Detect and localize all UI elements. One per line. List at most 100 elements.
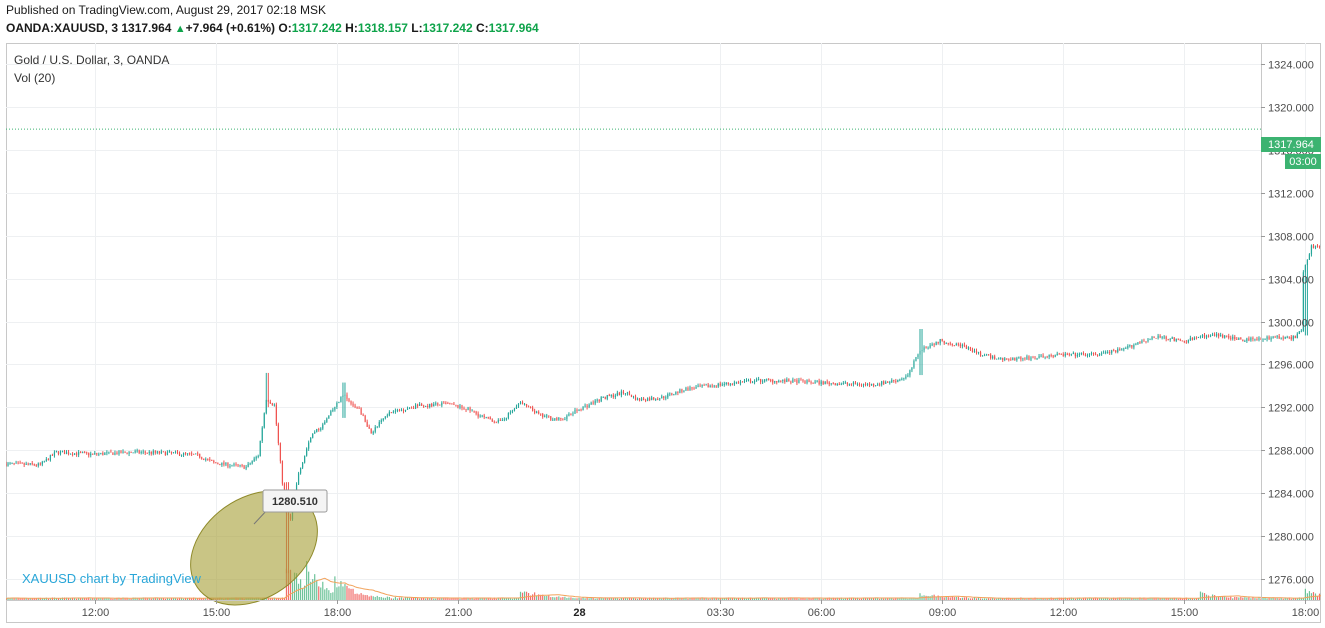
candle-body (772, 380, 773, 382)
candle-body (348, 399, 349, 401)
volume-bar (772, 598, 773, 600)
price-chart[interactable]: 1280.510 XAUUSD chart by TradingView Gol… (6, 43, 1321, 623)
candle-body (843, 383, 844, 384)
candle-body (903, 378, 904, 379)
volume-bar (308, 572, 309, 600)
candle-body (1006, 358, 1007, 359)
volume-bar (338, 586, 339, 600)
candle-body (1123, 348, 1124, 349)
candle-body (76, 453, 77, 454)
volume-bar (942, 597, 943, 600)
volume-bar (806, 599, 807, 600)
candle-body (855, 382, 856, 384)
candle-body (98, 454, 99, 455)
volume-bar (1291, 599, 1292, 600)
candle-body (919, 351, 920, 355)
candle-body (1273, 337, 1274, 338)
candle-body (669, 393, 670, 394)
volume-bar (548, 596, 549, 600)
candle-body (322, 424, 323, 428)
volume-bar (488, 598, 489, 600)
volume-bar (1190, 599, 1191, 600)
candle-body (617, 393, 618, 396)
volume-bar (839, 598, 840, 600)
volume-bar (435, 599, 436, 600)
volume-bar (595, 599, 596, 600)
candle-body (461, 405, 462, 408)
candle-body (730, 384, 731, 385)
candle-body (502, 420, 503, 421)
candle-body (266, 400, 267, 413)
volume-bar (645, 599, 646, 600)
volume-bar (704, 598, 705, 600)
candle-body (554, 418, 555, 419)
candle-body (387, 415, 388, 416)
volume-bar (986, 599, 987, 600)
candle-body (114, 453, 115, 455)
candle-body (766, 379, 767, 380)
candle-body (716, 386, 717, 387)
candle-body (887, 382, 888, 383)
candle-body (86, 452, 87, 453)
candle-body (181, 455, 182, 456)
candle-body (482, 416, 483, 417)
candle-body (1010, 360, 1011, 361)
candle-body (516, 407, 517, 409)
candle-body (494, 422, 495, 423)
volume-bar (306, 561, 307, 600)
candle-body (306, 449, 307, 456)
candle-body (340, 397, 341, 402)
chart-frame[interactable]: 1280.510 XAUUSD chart by TradingView Gol… (6, 43, 1321, 623)
volume-bar (1133, 598, 1134, 600)
candle-body (865, 384, 866, 385)
volume-bar (1045, 599, 1046, 600)
high-value: 1318.157 (358, 21, 408, 35)
candle-body (112, 453, 113, 455)
volume-bar (1266, 598, 1267, 600)
candle-body (726, 383, 727, 384)
candle-body (1168, 339, 1169, 340)
candle-body (825, 382, 826, 385)
volume-bar (954, 597, 955, 600)
volume-bar (409, 598, 410, 600)
volume-bar (752, 599, 753, 600)
candle-body (831, 383, 832, 384)
volume-bar (1309, 591, 1310, 600)
volume-bar (395, 597, 396, 600)
candle-body (643, 399, 644, 401)
candle-body (671, 393, 672, 394)
volume-bar (603, 598, 604, 600)
volume-bar (964, 597, 965, 600)
candle-body (227, 463, 228, 467)
candle-body (609, 395, 610, 396)
volume-bar (699, 598, 700, 600)
volume-bar (1166, 598, 1167, 600)
candle-body (907, 375, 908, 376)
candle-body (532, 408, 533, 411)
candle-body (728, 383, 729, 384)
candle-body (1079, 354, 1080, 355)
candle-body (1004, 358, 1005, 360)
candle-body (391, 412, 392, 413)
volume-bar (560, 597, 561, 600)
candle-body (909, 370, 910, 375)
volume-bar (1268, 598, 1269, 600)
candle-body (1218, 334, 1219, 336)
candle-body (1250, 338, 1251, 341)
candle-body (1075, 353, 1076, 356)
candle-body (280, 443, 281, 461)
volume-bar (669, 599, 670, 600)
candle-body (209, 459, 210, 460)
last-price: 1317.964 (121, 21, 171, 35)
volume-bar (819, 598, 820, 600)
candle-body (837, 384, 838, 385)
volume-bar (1234, 597, 1235, 600)
candle-body (835, 383, 836, 385)
volume-bar (631, 598, 632, 600)
volume-bar (1238, 597, 1239, 600)
candle-body (1069, 354, 1070, 355)
candle-body (252, 461, 253, 463)
candle-body (28, 464, 29, 465)
volume-bar (1014, 599, 1015, 600)
volume-bar (568, 598, 569, 600)
